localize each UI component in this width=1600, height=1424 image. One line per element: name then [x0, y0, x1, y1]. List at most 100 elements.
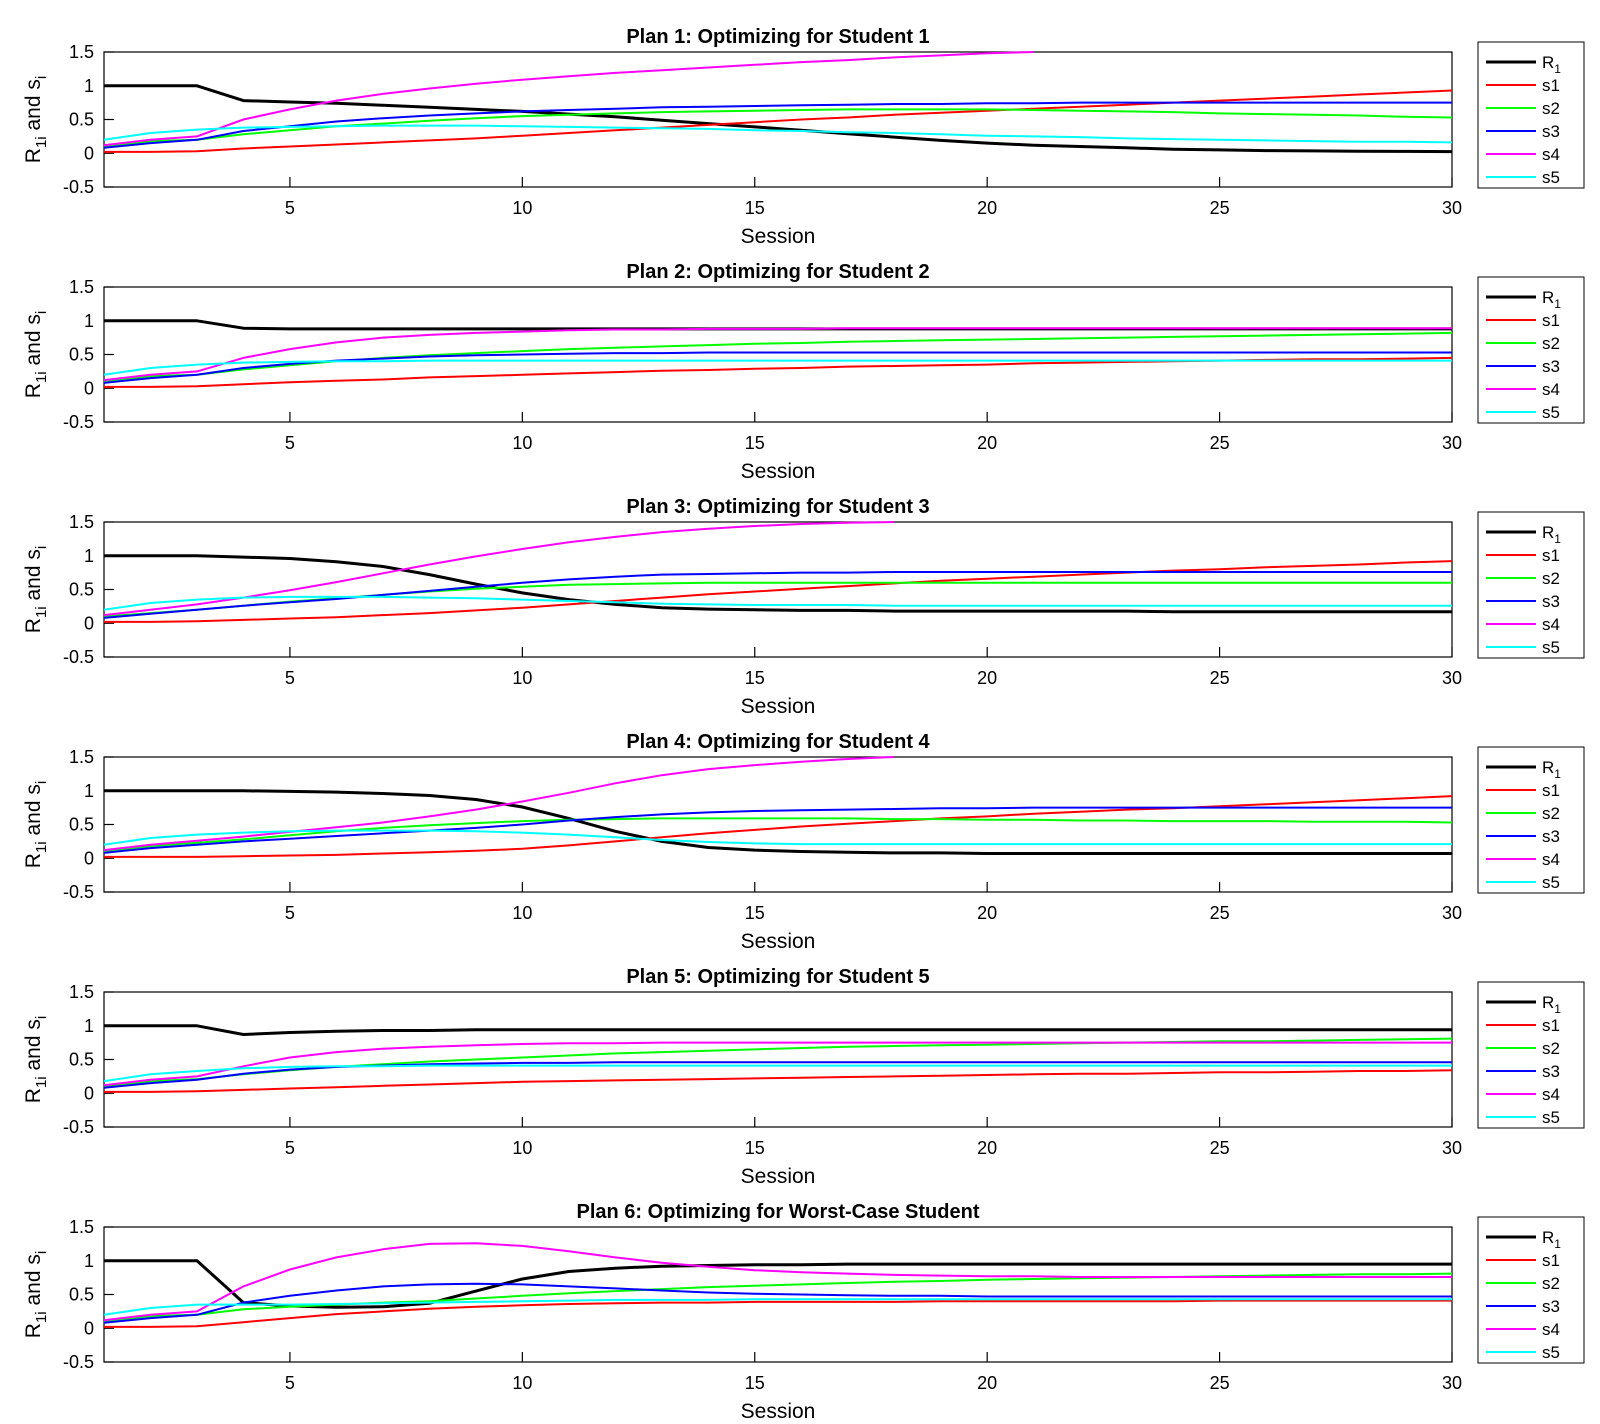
x-tick-label: 30	[1442, 903, 1462, 923]
x-axis-label: Session	[741, 930, 816, 953]
y-axis-label: R1i and si	[22, 76, 50, 163]
y-tick-label: 1	[84, 1251, 94, 1271]
y-axis-label-part: 1i	[33, 1076, 50, 1088]
y-tick-label: -0.5	[63, 177, 94, 197]
legend-entry-name: s4	[1542, 1085, 1560, 1104]
y-tick-label: 0	[84, 378, 94, 398]
legend-entry: s1	[1542, 546, 1560, 565]
legend-entry-name: s2	[1542, 99, 1560, 118]
legend-entry-name: s3	[1542, 592, 1560, 611]
legend-entry-name: R	[1542, 758, 1554, 777]
legend-entry-name: s5	[1542, 403, 1560, 422]
legend-entry: s2	[1542, 334, 1560, 353]
chart-panel-1: Plan 1: Optimizing for Student 1 -0.5 0 0.5…	[22, 26, 1585, 248]
series-line-s1	[104, 795, 1453, 858]
legend-entry: s3	[1542, 592, 1560, 611]
legend-box	[1477, 981, 1585, 1129]
legend-entry: R1	[1542, 53, 1561, 76]
x-tick-label: 30	[1442, 198, 1462, 218]
series-line-s5	[103, 359, 1452, 376]
legend-entry: s1	[1542, 1016, 1560, 1035]
y-axis-label-part: R	[22, 383, 45, 398]
legend-entry-name: s3	[1542, 1297, 1560, 1316]
axes-box	[103, 286, 1453, 423]
axes-box	[103, 51, 1453, 188]
y-axis-label-part: and s	[22, 1019, 45, 1076]
series-line-s5	[103, 124, 1453, 144]
x-tick-label: 5	[285, 1138, 295, 1158]
x-tick-label: 5	[285, 433, 295, 453]
y-tick-label: 1	[84, 781, 94, 801]
x-axis-label: Session	[741, 225, 816, 248]
legend-entry: s4	[1542, 1320, 1560, 1339]
y-axis-label-part: R	[22, 618, 45, 633]
legend-entry: s5	[1542, 873, 1560, 892]
y-tick-label: 0	[84, 143, 94, 163]
chart-title: Plan 1: Optimizing for Student 1	[626, 26, 929, 48]
y-axis-label-part: 1i	[33, 841, 50, 853]
legend-entry: R1	[1542, 523, 1561, 546]
series-line-s4	[103, 1041, 1452, 1087]
legend-entry: s3	[1542, 827, 1560, 846]
chart-panel-2: Plan 2: Optimizing for Student 2 -0.5 0 0.5…	[22, 261, 1585, 483]
legend-entry-name: s1	[1542, 781, 1560, 800]
series-line-s3	[103, 1282, 1452, 1324]
legend-entry: R1	[1542, 288, 1561, 311]
chart-title: Plan 5: Optimizing for Student 5	[626, 966, 929, 988]
legend-entry-sub: 1	[1554, 297, 1561, 311]
legend-entry-name: s2	[1542, 1274, 1560, 1293]
series-line-s3	[103, 806, 1452, 854]
legend-entry: s3	[1542, 1062, 1560, 1081]
x-tick-label: 5	[285, 668, 295, 688]
y-tick-label: 1	[84, 311, 94, 331]
legend-entry: s2	[1542, 99, 1560, 118]
legend-entry-name: s5	[1542, 168, 1560, 187]
legend-entry: s2	[1542, 1039, 1560, 1058]
x-tick-label: 15	[745, 1373, 765, 1393]
legend-entry-name: R	[1542, 993, 1554, 1012]
x-tick-label: 20	[977, 1138, 997, 1158]
x-tick-label: 25	[1210, 1138, 1230, 1158]
legend-entry-sub: 1	[1554, 1002, 1561, 1016]
y-axis-label: R1i and si	[22, 1016, 50, 1103]
legend-entry-name: R	[1542, 288, 1554, 307]
y-axis-label-part: 1i	[33, 1311, 50, 1323]
chart-title: Plan 2: Optimizing for Student 2	[626, 261, 929, 283]
legend-entry-name: s4	[1542, 1320, 1560, 1339]
legend-entry-sub: 1	[1554, 1237, 1561, 1251]
series-line-s4	[103, 51, 1034, 147]
chart-title: Plan 4: Optimizing for Student 4	[626, 731, 930, 753]
series-line-s1	[104, 560, 1453, 623]
x-tick-label: 10	[512, 1138, 532, 1158]
y-axis-label: R1i and si	[22, 311, 50, 398]
legend-entry-name: R	[1542, 1228, 1554, 1247]
y-tick-label: 1	[84, 546, 94, 566]
y-axis-label-part: i	[33, 311, 50, 314]
legend-entry-name: s4	[1542, 380, 1560, 399]
legend-entry: s1	[1542, 76, 1560, 95]
legend-entry-name: s3	[1542, 827, 1560, 846]
legend-entry-sub: 1	[1554, 532, 1561, 546]
y-axis-label: R1i and si	[22, 781, 50, 868]
series-line-s2	[103, 331, 1453, 383]
x-tick-label: 10	[512, 668, 532, 688]
series-line-s5	[103, 595, 1452, 611]
x-axis-label: Session	[741, 1400, 816, 1423]
x-tick-label: 25	[1210, 198, 1230, 218]
axes-box	[103, 991, 1453, 1128]
y-axis-label-part: R	[22, 148, 45, 163]
y-axis-label-part: i	[33, 1016, 50, 1019]
legend-entry-name: s3	[1542, 122, 1560, 141]
y-axis-label-part: i	[33, 546, 50, 549]
series-line-R1	[104, 554, 1452, 614]
legend-entry: s4	[1542, 1085, 1560, 1104]
legend-entry-name: s1	[1542, 76, 1560, 95]
series-line-s4	[103, 521, 895, 617]
y-tick-label: 0	[84, 848, 94, 868]
legend-box	[1477, 746, 1585, 894]
y-tick-label: 0.5	[69, 1050, 94, 1070]
series-line-R1	[104, 789, 1452, 855]
legend-entry: s1	[1542, 311, 1560, 330]
legend-entry: s4	[1542, 850, 1560, 869]
